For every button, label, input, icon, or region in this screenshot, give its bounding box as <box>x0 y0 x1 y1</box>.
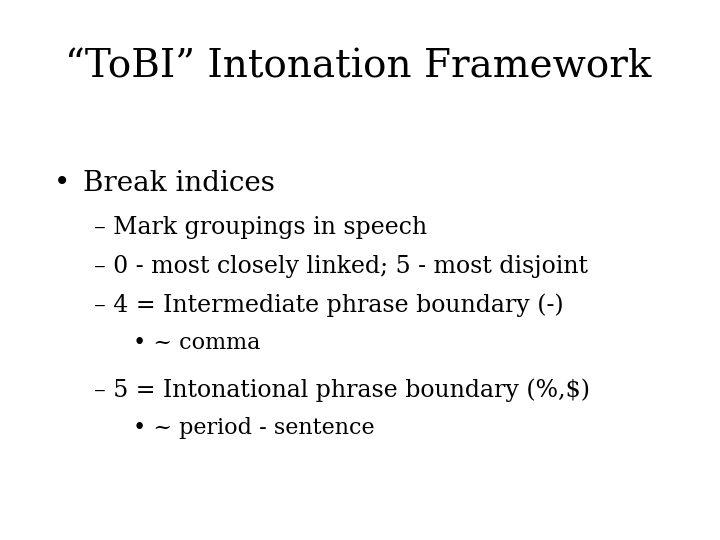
Text: – 5 = Intonational phrase boundary (%,$): – 5 = Intonational phrase boundary (%,$) <box>94 378 590 402</box>
Text: “ToBI” Intonation Framework: “ToBI” Intonation Framework <box>65 49 651 86</box>
Text: – Mark groupings in speech: – Mark groupings in speech <box>94 216 427 239</box>
Text: – 4 = Intermediate phrase boundary (-): – 4 = Intermediate phrase boundary (-) <box>94 294 563 318</box>
Text: • ~ period - sentence: • ~ period - sentence <box>133 417 375 439</box>
Text: •: • <box>54 170 71 197</box>
Text: – 0 - most closely linked; 5 - most disjoint: – 0 - most closely linked; 5 - most disj… <box>94 255 588 278</box>
Text: • ~ comma: • ~ comma <box>133 332 261 354</box>
Text: Break indices: Break indices <box>83 170 274 197</box>
